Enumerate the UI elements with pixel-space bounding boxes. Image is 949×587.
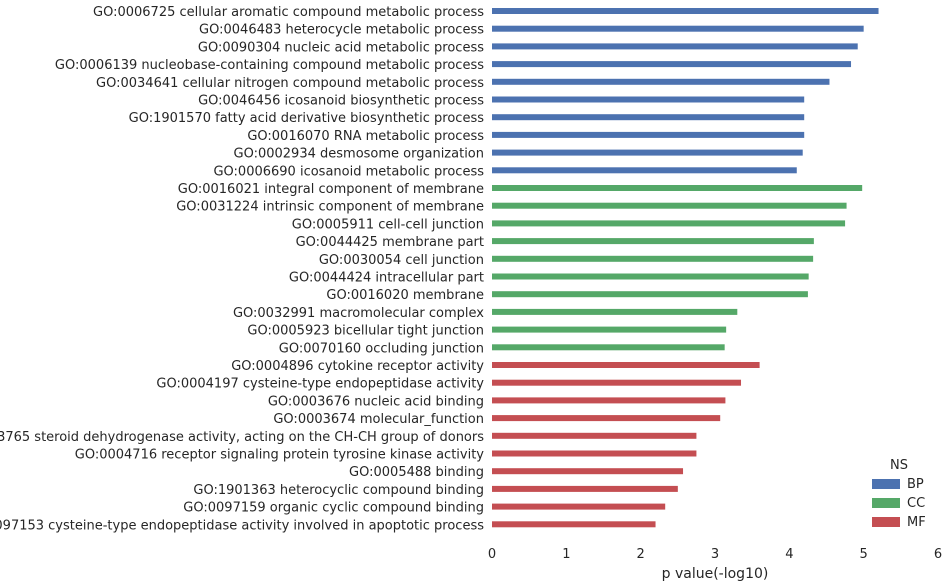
bar-bp-3 (492, 43, 858, 50)
bar-cc-13 (492, 220, 846, 227)
bar-cc-12 (492, 202, 847, 209)
category-label: GO:0004896 cytokine receptor activity (231, 359, 484, 374)
category-label: GO:0097153 cysteine-type endopeptidase a… (0, 518, 484, 533)
legend-label-bp: BP (907, 477, 924, 492)
legend-label-cc: CC (907, 496, 925, 511)
x-tick-label: 5 (860, 547, 868, 562)
category-label: GO:0030054 cell junction (319, 253, 484, 268)
category-label: GO:0003676 nucleic acid binding (268, 394, 484, 409)
category-label: GO:0090304 nucleic acid metabolic proces… (198, 40, 484, 55)
bar-mf-23 (492, 397, 726, 404)
bar-cc-20 (492, 344, 725, 351)
category-label: GO:0006690 icosanoid metabolic process (213, 164, 484, 179)
bar-bp-7 (492, 114, 805, 121)
legend-swatch-mf (872, 517, 900, 527)
category-label: GO:0070160 occluding junction (279, 341, 484, 356)
bar-cc-14 (492, 238, 814, 245)
bar-bp-10 (492, 167, 797, 174)
category-label: GO:0033765 steroid dehydrogenase activit… (0, 430, 484, 445)
x-axis-title: p value(-log10) (662, 566, 769, 582)
bar-mf-25 (492, 432, 697, 439)
category-label: GO:0097159 organic cyclic compound bindi… (183, 501, 484, 516)
category-label: GO:0003674 molecular_function (273, 412, 484, 427)
category-label: GO:1901570 fatty acid derivative biosynt… (129, 111, 485, 126)
category-label: GO:0044425 membrane part (296, 235, 484, 250)
legend-swatch-bp (872, 479, 900, 489)
legend-swatch-cc (872, 498, 900, 508)
bar-bp-1 (492, 8, 879, 14)
category-label: GO:0046483 heterocycle metabolic process (199, 23, 484, 38)
category-label: GO:0006725 cellular aromatic compound me… (93, 5, 484, 20)
category-label: GO:0034641 cellular nitrogen compound me… (96, 76, 484, 91)
bar-bp-9 (492, 149, 803, 156)
category-labels: GO:0006725 cellular aromatic compound me… (0, 5, 484, 533)
bar-cc-19 (492, 326, 727, 333)
x-tick-label: 3 (711, 547, 719, 562)
bar-mf-27 (492, 468, 684, 475)
category-label: GO:0032991 macromolecular complex (233, 306, 484, 321)
category-label: GO:0016021 integral component of membran… (178, 182, 484, 197)
bar-mf-22 (492, 379, 742, 386)
category-label: GO:0016020 membrane (326, 288, 484, 303)
category-label: GO:0004197 cysteine-type endopeptidase a… (156, 377, 484, 392)
category-label: GO:1901363 heterocyclic compound binding (193, 483, 484, 498)
bar-bp-2 (492, 25, 864, 32)
bar-bp-6 (492, 96, 805, 103)
bar-bp-8 (492, 131, 805, 138)
x-tick-label: 4 (785, 547, 793, 562)
bar-mf-24 (492, 415, 721, 422)
legend-title: NS (890, 458, 908, 473)
category-label: GO:0005488 binding (349, 465, 484, 480)
bars-layer (492, 8, 879, 528)
category-label: GO:0006139 nucleobase-containing compoun… (55, 58, 484, 73)
bar-bp-4 (492, 61, 852, 68)
x-axis: 0 1 2 3 4 5 6 (488, 547, 942, 562)
category-label: GO:0005911 cell-cell junction (292, 217, 484, 232)
bar-cc-16 (492, 273, 809, 280)
bar-mf-29 (492, 503, 666, 510)
category-label: GO:0046456 icosanoid biosynthetic proces… (198, 94, 484, 109)
category-label: GO:0004716 receptor signaling protein ty… (75, 448, 485, 463)
bar-mf-26 (492, 450, 697, 457)
bar-mf-28 (492, 485, 678, 492)
category-label: GO:0031224 intrinsic component of membra… (176, 200, 484, 215)
bar-cc-11 (492, 185, 863, 191)
legend-label-mf: MF (907, 515, 926, 530)
bar-cc-17 (492, 291, 808, 298)
x-tick-label: 2 (637, 547, 645, 562)
category-label: GO:0044424 intracellular part (289, 271, 484, 286)
x-tick-label: 0 (488, 547, 496, 562)
bar-mf-30 (492, 521, 656, 528)
category-label: GO:0016070 RNA metabolic process (247, 129, 484, 144)
x-tick-label: 1 (562, 547, 570, 562)
bar-mf-21 (492, 362, 760, 368)
x-tick-label: 6 (934, 547, 942, 562)
legend: NS BP CC MF (872, 458, 926, 530)
bar-bp-5 (492, 78, 830, 85)
category-label: GO:0002934 desmosome organization (234, 147, 484, 162)
bar-cc-18 (492, 308, 738, 315)
bar-cc-15 (492, 255, 814, 262)
category-label: GO:0005923 bicellular tight junction (247, 324, 484, 339)
